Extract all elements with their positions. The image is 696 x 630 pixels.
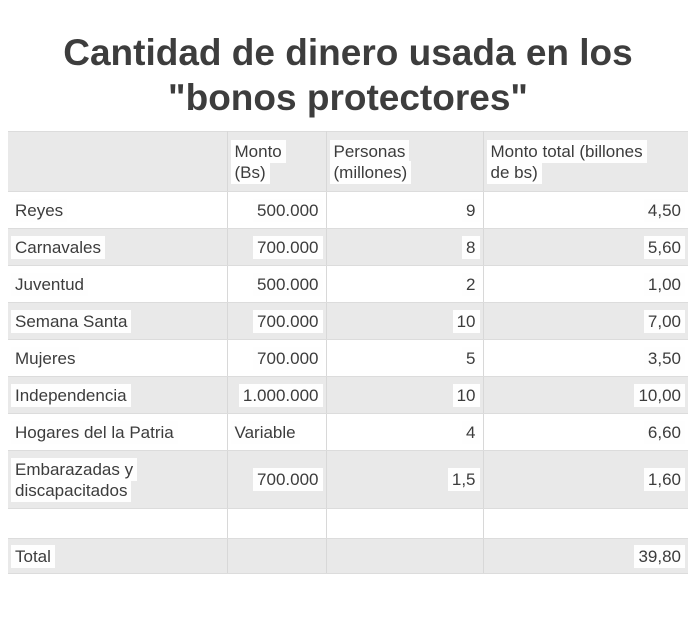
monto-cell: 700.000 xyxy=(227,302,327,340)
personas-value: 5 xyxy=(462,346,480,370)
monto-value: Variable xyxy=(230,420,300,444)
monto-total-value: 4,50 xyxy=(643,198,685,222)
monto-total-cell: 5,60 xyxy=(483,228,688,266)
row-label: Semana Santa xyxy=(11,309,132,333)
row-label: Hogares del la Patria xyxy=(11,420,178,444)
page: Cantidad de dinero usada en los "bonos p… xyxy=(0,30,696,630)
total-value: 39,80 xyxy=(634,544,685,568)
row-label: Juventud xyxy=(11,272,88,296)
personas-value: 10 xyxy=(452,383,480,407)
row-label: Mujeres xyxy=(11,346,80,370)
table-row-mujeres: Mujeres 700.000 5 3,50 xyxy=(8,339,688,377)
col-header-personas-label: Personas (millones) xyxy=(329,139,412,184)
personas-cell: 10 xyxy=(326,302,484,340)
monto-total-value: 10,00 xyxy=(634,383,685,407)
table-row-hogares: Hogares del la Patria Variable 4 6,60 xyxy=(8,413,688,451)
table-row-semana-santa: Semana Santa 700.000 10 7,00 xyxy=(8,302,688,340)
table-row-independencia: Independencia 1.000.000 10 10,00 xyxy=(8,376,688,414)
personas-cell xyxy=(326,508,484,539)
monto-value: 700.000 xyxy=(253,468,323,491)
personas-cell: 5 xyxy=(326,339,484,377)
personas-value: 2 xyxy=(462,272,480,296)
monto-total-cell: 3,50 xyxy=(483,339,688,377)
page-title: Cantidad de dinero usada en los "bonos p… xyxy=(63,32,633,118)
row-label-cell xyxy=(8,508,228,539)
row-label-cell: Juventud xyxy=(8,265,228,303)
personas-cell: 8 xyxy=(326,228,484,266)
col-header-personas: Personas (millones) xyxy=(326,131,484,192)
personas-value: 10 xyxy=(452,309,480,333)
col-header-monto: Monto (Bs) xyxy=(227,131,327,192)
monto-value: 700.000 xyxy=(253,235,323,259)
col-header-monto-label: Monto (Bs) xyxy=(230,139,286,184)
header-row: Monto (Bs) Personas (millones) Monto tot… xyxy=(8,131,688,192)
personas-cell xyxy=(326,538,484,574)
monto-total-value: 1,00 xyxy=(643,272,685,296)
table-row-juventud: Juventud 500.000 2 1,00 xyxy=(8,265,688,303)
monto-cell: 500.000 xyxy=(227,191,327,229)
personas-cell: 2 xyxy=(326,265,484,303)
row-label: Independencia xyxy=(11,383,131,407)
table-row-empty xyxy=(8,508,688,539)
monto-total-cell: 7,00 xyxy=(483,302,688,340)
row-label-cell: Mujeres xyxy=(8,339,228,377)
monto-total-cell xyxy=(483,508,688,539)
personas-value: 4 xyxy=(462,420,480,444)
table-row-embarazadas: Embarazadas y discapacitados 700.000 1,5… xyxy=(8,450,688,509)
col-header-monto-total: Monto total (billones de bs) xyxy=(483,131,688,192)
total-value-cell: 39,80 xyxy=(483,538,688,574)
table-row-reyes: Reyes 500.000 9 4,50 xyxy=(8,191,688,229)
monto-total-cell: 10,00 xyxy=(483,376,688,414)
personas-cell: 1,5 xyxy=(326,450,484,509)
table-row-carnavales: Carnavales 700.000 8 5,60 xyxy=(8,228,688,266)
col-header-monto-total-label: Monto total (billones de bs) xyxy=(486,139,647,184)
monto-total-value: 5,60 xyxy=(643,235,685,259)
monto-value: 700.000 xyxy=(253,309,323,333)
row-label-cell: Reyes xyxy=(8,191,228,229)
monto-value: 1.000.000 xyxy=(238,383,323,407)
col-header-empty xyxy=(8,131,228,192)
monto-value: 500.000 xyxy=(253,272,323,296)
personas-cell: 9 xyxy=(326,191,484,229)
personas-value: 9 xyxy=(462,198,480,222)
monto-value: 500.000 xyxy=(253,198,323,222)
monto-total-cell: 6,60 xyxy=(483,413,688,451)
table-row-total: Total 39,80 xyxy=(8,538,688,574)
monto-cell: 700.000 xyxy=(227,339,327,377)
monto-total-value: 1,60 xyxy=(643,468,685,491)
personas-cell: 4 xyxy=(326,413,484,451)
monto-cell: Variable xyxy=(227,413,327,451)
monto-cell: 1.000.000 xyxy=(227,376,327,414)
monto-total-cell: 1,00 xyxy=(483,265,688,303)
row-label-cell: Independencia xyxy=(8,376,228,414)
monto-total-value: 7,00 xyxy=(643,309,685,333)
monto-total-cell: 1,60 xyxy=(483,450,688,509)
personas-value: 8 xyxy=(462,235,480,259)
monto-total-value: 3,50 xyxy=(643,346,685,370)
row-label-cell: Carnavales xyxy=(8,228,228,266)
row-label: Reyes xyxy=(11,198,68,222)
monto-cell xyxy=(227,538,327,574)
row-label: Carnavales xyxy=(11,235,105,259)
total-label: Total xyxy=(11,544,55,568)
bonos-table: Monto (Bs) Personas (millones) Monto tot… xyxy=(8,131,688,574)
row-label-cell: Hogares del la Patria xyxy=(8,413,228,451)
total-label-cell: Total xyxy=(8,538,228,574)
monto-value: 700.000 xyxy=(253,346,323,370)
monto-cell xyxy=(227,508,327,539)
row-label-cell: Semana Santa xyxy=(8,302,228,340)
monto-cell: 700.000 xyxy=(227,228,327,266)
monto-total-cell: 4,50 xyxy=(483,191,688,229)
personas-cell: 10 xyxy=(326,376,484,414)
monto-total-value: 6,60 xyxy=(643,420,685,444)
monto-cell: 500.000 xyxy=(227,265,327,303)
row-label-cell: Embarazadas y discapacitados xyxy=(8,450,228,509)
monto-cell: 700.000 xyxy=(227,450,327,509)
personas-value: 1,5 xyxy=(447,468,480,491)
row-label: Embarazadas y discapacitados xyxy=(11,457,138,502)
